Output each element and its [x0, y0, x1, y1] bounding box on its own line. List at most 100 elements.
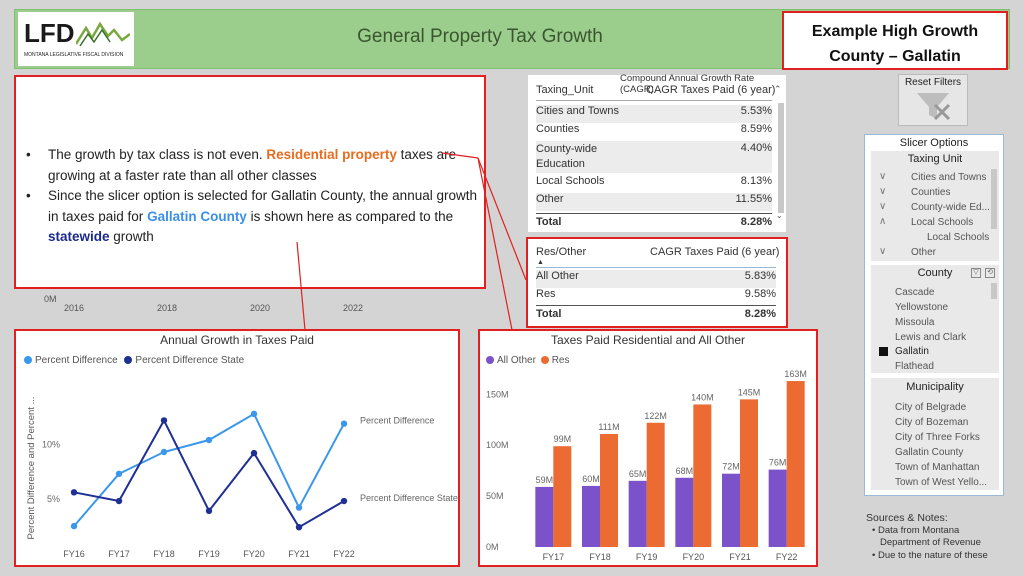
- selected-checkbox-icon[interactable]: [879, 347, 888, 356]
- legend-item[interactable]: Res: [540, 355, 569, 366]
- x-tick-label: FY22: [333, 549, 355, 559]
- highlight-residential: Residential property: [266, 147, 397, 162]
- slicer-item[interactable]: City of Three Forks: [895, 432, 980, 443]
- table-row[interactable]: Counties 8.59%: [536, 123, 772, 135]
- y-tick-label: 5%: [47, 494, 60, 504]
- data-point: [340, 420, 348, 427]
- column-header-cagr[interactable]: CAGR Taxes Paid (6 year): [646, 84, 776, 96]
- slicer-scrollbar[interactable]: [991, 283, 997, 299]
- sort-up-icon[interactable]: ⌃: [774, 84, 782, 94]
- clear-selection-icon[interactable]: ⟲: [985, 268, 995, 278]
- x-tick-label: FY22: [776, 552, 798, 562]
- county-slicer[interactable]: County ▽ ⟲ Cascade Yellowstone Missoula …: [871, 265, 999, 373]
- slicer-item[interactable]: Local Schools: [911, 217, 974, 228]
- chevron-down-icon[interactable]: ∨: [879, 246, 887, 257]
- sort-ascending-icon[interactable]: ▲: [537, 259, 544, 266]
- slicer-item[interactable]: County-wide Ed...: [911, 202, 990, 213]
- municipality-slicer[interactable]: Municipality City of Belgrade City of Bo…: [871, 378, 999, 490]
- data-point: [205, 436, 213, 444]
- table-row[interactable]: Res 9.58%: [536, 288, 776, 300]
- chevron-down-icon[interactable]: ∨: [879, 171, 887, 182]
- chevron-down-icon[interactable]: ∨: [879, 186, 887, 197]
- legend-item[interactable]: Percent Difference State: [124, 355, 244, 366]
- table-row[interactable]: All Other 5.83%: [536, 270, 776, 288]
- y-tick-label: 0M: [486, 542, 499, 552]
- line-chart-panel: Annual Growth in Taxes Paid Percent Diff…: [14, 329, 460, 567]
- explanation-textbox: The growth by tax class is not even. Res…: [14, 75, 486, 289]
- chevron-down-icon[interactable]: ∨: [879, 201, 887, 212]
- legend-item[interactable]: All Other: [486, 355, 536, 366]
- callout-line-2: County – Gallatin: [829, 48, 961, 65]
- chevron-up-icon[interactable]: ∧: [879, 216, 887, 227]
- table-total-row: Total 8.28%: [536, 213, 772, 231]
- county-callout: Example High Growth County – Gallatin: [782, 11, 1008, 70]
- slicer-item[interactable]: Gallatin County: [895, 447, 964, 458]
- table-row[interactable]: Cities and Towns 5.53%: [536, 105, 772, 123]
- data-point: [160, 448, 168, 456]
- bullet-residential: The growth by tax class is not even. Res…: [26, 145, 486, 186]
- legend-dot-icon: [24, 356, 32, 364]
- res-other-table[interactable]: Res/Other ▲ CAGR Taxes Paid (6 year) All…: [526, 237, 788, 328]
- table-scrollbar[interactable]: [778, 103, 784, 213]
- taxing-unit-slicer[interactable]: Taxing Unit ∨ Cities and Towns ∨ Countie…: [871, 151, 999, 261]
- column-header-res-other[interactable]: Res/Other: [536, 246, 587, 258]
- cagr-caption: Compound Annual Growth Rate (CAGR): [620, 73, 755, 95]
- slicer-title: Slicer Options: [899, 137, 969, 149]
- data-point: [115, 497, 123, 505]
- bullet-gallatin: Since the slicer option is selected for …: [26, 186, 486, 248]
- slicer-subitem[interactable]: Local Schools: [927, 232, 990, 243]
- data-label: 111M: [598, 422, 619, 432]
- cagr-table[interactable]: Compound Annual Growth Rate (CAGR) Taxin…: [528, 73, 786, 232]
- slicer-item[interactable]: Counties: [911, 187, 951, 198]
- slicer-item[interactable]: Lewis and Clark: [895, 332, 967, 343]
- bar: [582, 485, 600, 547]
- series-end-label: Percent Difference: [360, 416, 434, 426]
- slicer-options-panel: Slicer Options Taxing Unit ∨ Cities and …: [864, 134, 1004, 496]
- slicer-item[interactable]: Town of West Yello...: [895, 477, 988, 488]
- bar-chart-panel: Taxes Paid Residential and All Other All…: [478, 329, 818, 567]
- bar-chart-title: Taxes Paid Residential and All Other: [550, 333, 746, 347]
- data-label: 76M: [769, 458, 787, 468]
- slicer-item[interactable]: Cities and Towns: [911, 172, 987, 183]
- slicer-scrollbar[interactable]: [991, 169, 997, 229]
- legend-item[interactable]: Percent Difference: [24, 355, 118, 366]
- y-tick-label: 100M: [486, 440, 509, 450]
- column-header-cagr[interactable]: CAGR Taxes Paid (6 year): [650, 246, 780, 258]
- clear-filter-icon: [917, 93, 951, 121]
- mountain-logo-icon: [76, 21, 130, 47]
- slicer-item[interactable]: Cascade: [895, 287, 935, 298]
- data-label: 59M: [536, 475, 554, 485]
- x-tick-label: FY20: [683, 552, 705, 562]
- table-row[interactable]: Other 11.55%: [536, 193, 772, 211]
- table-row[interactable]: Local Schools 8.13%: [536, 175, 772, 187]
- data-point: [250, 410, 258, 418]
- slicer-item[interactable]: City of Bozeman: [895, 417, 969, 428]
- background-axis-zero: 0M: [44, 294, 57, 304]
- slicer-item[interactable]: City of Belgrade: [895, 402, 967, 413]
- data-label: 65M: [629, 469, 647, 479]
- line-chart-legend: Percent Difference Percent Difference St…: [24, 355, 244, 366]
- filter-icon[interactable]: ▽: [971, 268, 981, 278]
- data-label: 72M: [722, 462, 740, 472]
- slicer-item[interactable]: Town of Manhattan: [895, 462, 980, 473]
- slicer-item[interactable]: Missoula: [895, 317, 935, 328]
- slicer-item[interactable]: Yellowstone: [895, 302, 949, 313]
- slicer-item-selected[interactable]: Gallatin: [895, 346, 929, 357]
- reset-filters-button[interactable]: Reset Filters: [898, 74, 968, 126]
- y-tick-label: 50M: [486, 491, 504, 501]
- background-axis-year: 2016: [64, 303, 85, 313]
- slicer-item[interactable]: Other: [911, 247, 937, 258]
- table-row[interactable]: County-wide Education 4.40%: [536, 141, 772, 173]
- notes-line: • Due to the nature of these: [872, 549, 988, 561]
- scroll-down-icon[interactable]: ⌄: [776, 211, 783, 220]
- bar: [553, 446, 572, 547]
- notes-line: • Data from Montana: [872, 524, 960, 536]
- lfd-logo: LFD MONTANA LEGISLATIVE FISCAL DIVISION: [18, 12, 134, 66]
- y-axis-label: Percent Difference and Percent ...: [26, 397, 37, 540]
- data-point: [205, 507, 213, 515]
- line-chart-title: Annual Growth in Taxes Paid: [160, 333, 314, 347]
- column-header-taxing-unit[interactable]: Taxing_Unit: [536, 84, 594, 96]
- slicer-item[interactable]: Flathead: [895, 361, 934, 372]
- background-axis-year: 2018: [157, 303, 178, 313]
- page-title: General Property Tax Growth: [357, 26, 603, 47]
